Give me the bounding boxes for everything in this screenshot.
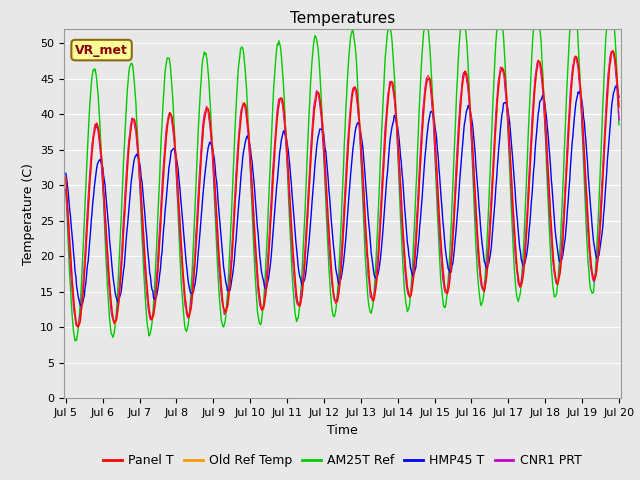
Title: Temperatures: Temperatures: [290, 11, 395, 26]
Text: VR_met: VR_met: [75, 44, 128, 57]
X-axis label: Time: Time: [327, 424, 358, 437]
Legend: Panel T, Old Ref Temp, AM25T Ref, HMP45 T, CNR1 PRT: Panel T, Old Ref Temp, AM25T Ref, HMP45 …: [98, 449, 587, 472]
Y-axis label: Temperature (C): Temperature (C): [22, 163, 35, 264]
